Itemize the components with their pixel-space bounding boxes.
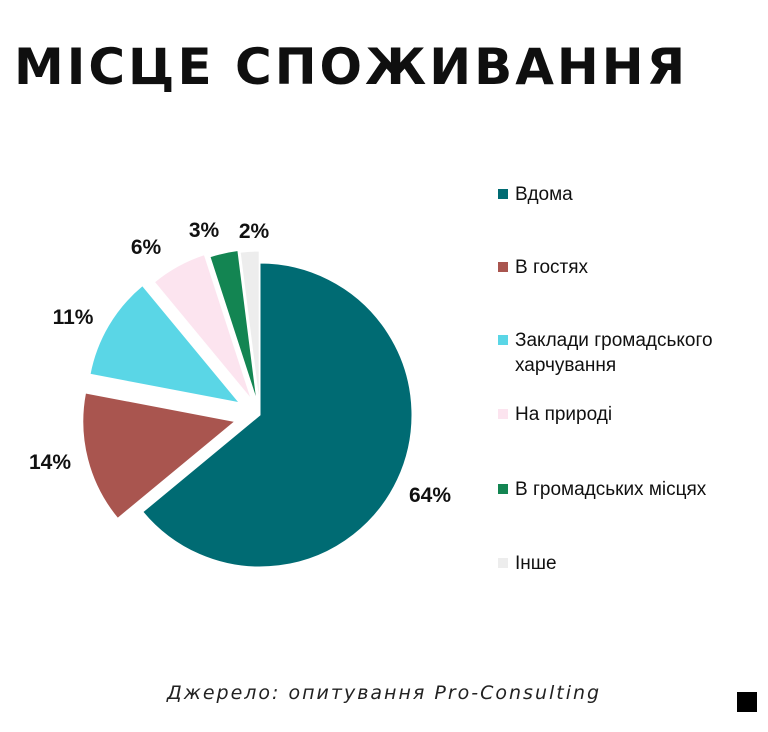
page-title: МІСЦЕ СПОЖИВАННЯ	[14, 38, 689, 96]
pie-label-other: 2%	[239, 220, 270, 243]
pie-value-labels: 64% 14% 11% 6% 3% 2%	[29, 219, 451, 507]
legend-item-guests: В гостях	[498, 255, 755, 280]
legend-swatch-public	[498, 484, 508, 494]
pie-slice-catering	[89, 284, 241, 404]
pie-chart: 64% 14% 11% 6% 3% 2%	[29, 219, 451, 568]
pie-slices	[82, 249, 413, 568]
legend-label-catering: Заклади громадського харчування	[515, 330, 713, 376]
legend-item-home: Вдома	[498, 182, 755, 207]
legend-label-home: Вдома	[515, 184, 573, 205]
pie-label-nature: 6%	[131, 236, 162, 259]
pie-label-home: 64%	[409, 484, 451, 507]
legend-item-nature: На природі	[498, 402, 755, 427]
pie-slice-home	[142, 262, 413, 568]
legend-label-guests: В гостях	[515, 257, 589, 278]
source-note: Джерело: опитування Pro-Consulting	[166, 682, 602, 704]
legend-swatch-home	[498, 189, 508, 199]
legend-item-catering: Заклади громадського харчування	[498, 328, 755, 378]
legend-item-other: Інше	[498, 551, 755, 576]
pie-slice-guests	[82, 392, 236, 520]
legend-swatch-nature	[498, 409, 508, 419]
pie-slice-nature	[153, 254, 252, 400]
pie-label-public: 3%	[189, 219, 220, 242]
pie-slice-public	[209, 249, 258, 402]
legend-label-public: В громадських місцях	[515, 479, 707, 500]
pie-label-guests: 14%	[29, 451, 71, 474]
legend-swatch-other	[498, 558, 508, 568]
pie-label-catering: 11%	[53, 306, 94, 329]
legend-item-public: В громадських місцях	[498, 477, 755, 502]
legend-swatch-guests	[498, 262, 508, 272]
legend-label-nature: На природі	[515, 404, 613, 425]
pie-slice-other	[239, 250, 260, 404]
legend-swatch-catering	[498, 335, 508, 345]
legend-label-other: Інше	[515, 553, 557, 574]
corner-square	[737, 692, 757, 712]
